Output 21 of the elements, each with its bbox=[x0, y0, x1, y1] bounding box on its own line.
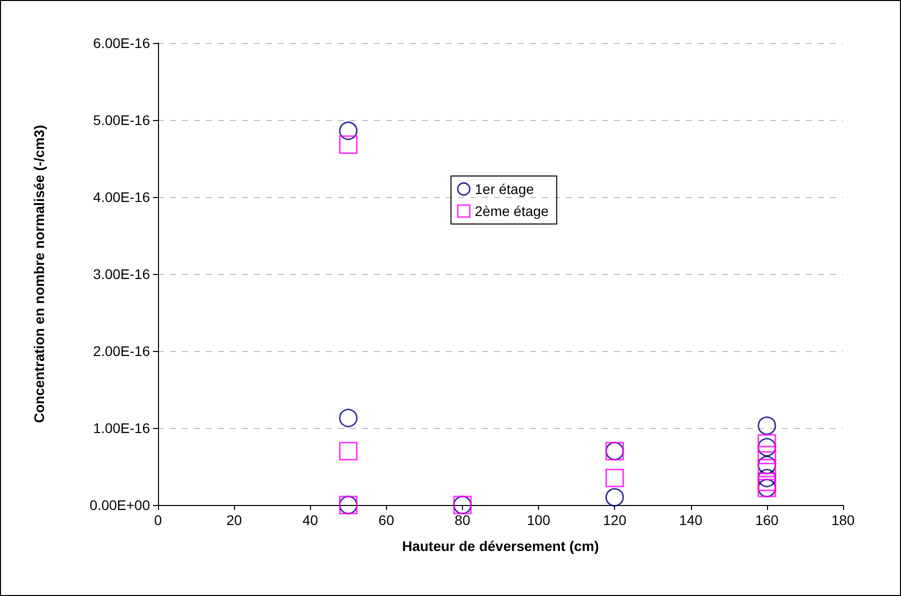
x-tick-label: 20 bbox=[226, 512, 242, 528]
y-tick-label: 5.00E-16 bbox=[93, 112, 150, 128]
x-tick-label: 40 bbox=[302, 512, 318, 528]
y-axis-title: Concentration en nombre normalisée (-/cm3) bbox=[31, 125, 47, 423]
x-tick-label: 120 bbox=[602, 512, 627, 528]
legend-label: 2ème étage bbox=[474, 203, 549, 219]
y-tick-label: 2.00E-16 bbox=[93, 343, 150, 359]
x-tick-label: 160 bbox=[755, 512, 779, 528]
y-tick-label: 4.00E-16 bbox=[93, 189, 150, 205]
x-tick-label: 80 bbox=[454, 512, 470, 528]
y-tick-label: 1.00E-16 bbox=[93, 420, 150, 436]
y-tick-label: 3.00E-16 bbox=[93, 266, 150, 282]
legend-label: 1er étage bbox=[474, 181, 534, 197]
x-tick-label: 100 bbox=[526, 512, 550, 528]
x-tick-label: 140 bbox=[679, 512, 703, 528]
x-tick-label: 60 bbox=[378, 512, 394, 528]
y-tick-label: 6.00E-16 bbox=[93, 35, 150, 51]
y-tick-label: 0.00E+00 bbox=[90, 497, 150, 513]
x-tick-label: 0 bbox=[154, 512, 162, 528]
x-axis-title: Hauteur de déversement (cm) bbox=[402, 538, 599, 554]
x-tick-label: 180 bbox=[831, 512, 855, 528]
